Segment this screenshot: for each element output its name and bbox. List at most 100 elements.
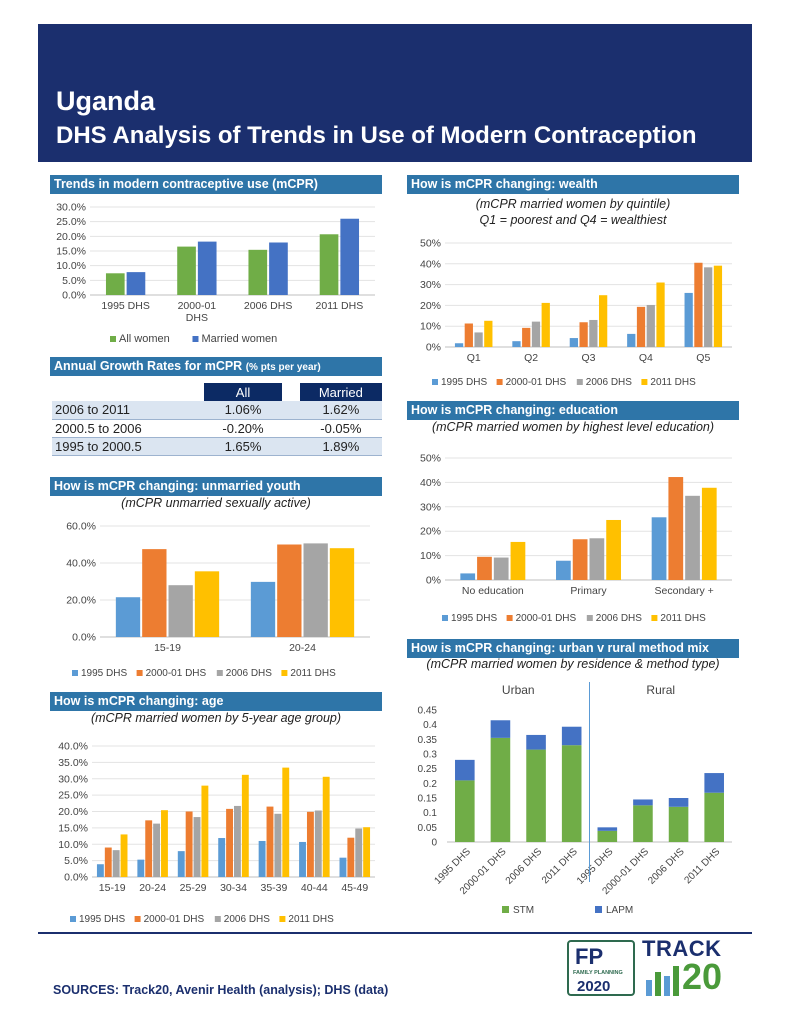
x-tick-label: 2006 DHS [646, 846, 687, 887]
x-tick-label: 30-34 [220, 882, 247, 894]
legend-label: Married women [201, 333, 277, 345]
legend-swatch [134, 916, 141, 922]
legend-swatch [214, 916, 221, 922]
fp-logo-year: 2020 [577, 978, 611, 995]
age-subtitle: (mCPR married women by 5-year age group) [90, 711, 342, 725]
track-logo-text: TRACK [642, 936, 722, 961]
x-tick-label: 15-19 [99, 882, 126, 894]
y-tick-label: 0% [426, 342, 441, 354]
legend-swatch [281, 670, 288, 676]
x-tick-label: 45-49 [341, 882, 368, 894]
bar-lapm [597, 827, 618, 831]
bar-stm [704, 792, 724, 842]
bar [250, 581, 276, 637]
growth-unit: (% pts per year) [245, 362, 321, 373]
section-title-trends: Trends in modern contraceptive use (mCPR… [50, 175, 382, 194]
bar [282, 767, 290, 877]
y-tick-label: 10.0% [56, 260, 86, 272]
legend-swatch [586, 615, 593, 621]
bar [226, 808, 233, 877]
legend-swatch [192, 336, 199, 342]
legend-swatch [496, 379, 503, 385]
row-label: 2000.5 to 2006 [52, 419, 205, 438]
bar [137, 859, 145, 877]
legend-swatch [216, 670, 223, 676]
bar [579, 322, 588, 347]
legend-label: LAPM [606, 905, 633, 916]
bar [589, 538, 605, 580]
growth-header-all: All [204, 383, 282, 401]
bar [120, 834, 128, 877]
bar [493, 557, 509, 580]
bar [142, 549, 167, 637]
legend-label: 2000-01 DHS [146, 668, 207, 679]
bar [145, 820, 153, 877]
bar [685, 495, 700, 580]
bar [355, 828, 363, 877]
row-all: 1.65% [204, 437, 282, 456]
bar [464, 323, 473, 347]
bar [704, 267, 713, 347]
y-tick-label: 50% [420, 453, 441, 465]
y-tick-label: 0.15 [418, 794, 438, 805]
bar [531, 321, 541, 347]
y-tick-label: 50% [420, 238, 441, 250]
legend-swatch [279, 916, 286, 922]
bar [340, 218, 360, 295]
section-title-youth: How is mCPR changing: unmarried youth [50, 477, 382, 496]
bar [234, 805, 241, 877]
legend-swatch [502, 906, 509, 913]
bar [319, 234, 339, 295]
bar [522, 327, 531, 347]
row-label: 1995 to 2000.5 [52, 437, 205, 456]
bar [201, 785, 209, 877]
group-label-rural: Rural [646, 683, 675, 697]
x-tick-label: 35-39 [260, 882, 287, 894]
x-tick-label: 1995 DHS [101, 300, 149, 312]
bar [599, 295, 608, 347]
x-tick-label: 20-24 [289, 642, 316, 654]
x-tick-label: No education [462, 585, 524, 597]
y-tick-label: 30.0% [58, 773, 88, 785]
y-tick-label: 0.4 [423, 720, 437, 731]
bar [177, 851, 185, 877]
sources-text: SOURCES: Track20, Avenir Health (analysi… [53, 983, 389, 997]
legend-swatch [70, 916, 76, 922]
bar [104, 847, 112, 877]
chart-youth: 0.0% 20.0% 40.0% 60.0% 15-19 20-24 1995 DHS 200… [66, 521, 370, 679]
growth-title: Annual Growth Rates for mCPR [54, 359, 243, 373]
x-tick-label: 2011 DHS [316, 300, 364, 312]
bar [269, 242, 288, 295]
bar [153, 823, 161, 877]
y-tick-label: 15.0% [56, 246, 86, 258]
bar [185, 811, 193, 877]
bar [701, 487, 717, 580]
bar [112, 850, 120, 877]
chart-trends: 0.0% 5.0% 10.0% 15.0% 20.0% 25.0% 30.0% 1995 DH… [56, 202, 375, 345]
y-tick-label: 10.0% [58, 839, 88, 851]
growth-header-married: Married [299, 383, 382, 401]
y-tick-label: 0 [431, 838, 437, 849]
bar [126, 272, 146, 295]
bar [339, 857, 347, 877]
bar-lapm [455, 759, 475, 781]
wealth-subtitle-1: (mCPR married women by quintile) [475, 197, 671, 211]
bar-stm [455, 780, 475, 842]
bar-stm [561, 745, 582, 842]
bar [274, 813, 282, 877]
chart-wealth: 0% 10% 20% 30% 40% 50% Q1 Q2 Q3 Q4 Q5 1995 DHS 2000-… [420, 238, 732, 388]
x-tick-label: 2011 DHS [682, 846, 722, 886]
bar [177, 246, 196, 295]
bar [322, 776, 330, 877]
x-tick-label: 2000-01 [178, 300, 217, 312]
y-tick-label: 0.3 [423, 750, 437, 761]
legend-label: 2000-01 DHS [516, 613, 577, 624]
y-tick-label: 20.0% [58, 806, 88, 818]
y-tick-label: 0.0% [72, 632, 96, 644]
bar-stm [526, 749, 546, 842]
y-tick-label: 15.0% [58, 822, 88, 834]
x-tick-label: Secondary + [655, 585, 714, 597]
bar-lapm [633, 799, 653, 806]
legend-swatch [506, 615, 513, 621]
bar [713, 265, 723, 347]
